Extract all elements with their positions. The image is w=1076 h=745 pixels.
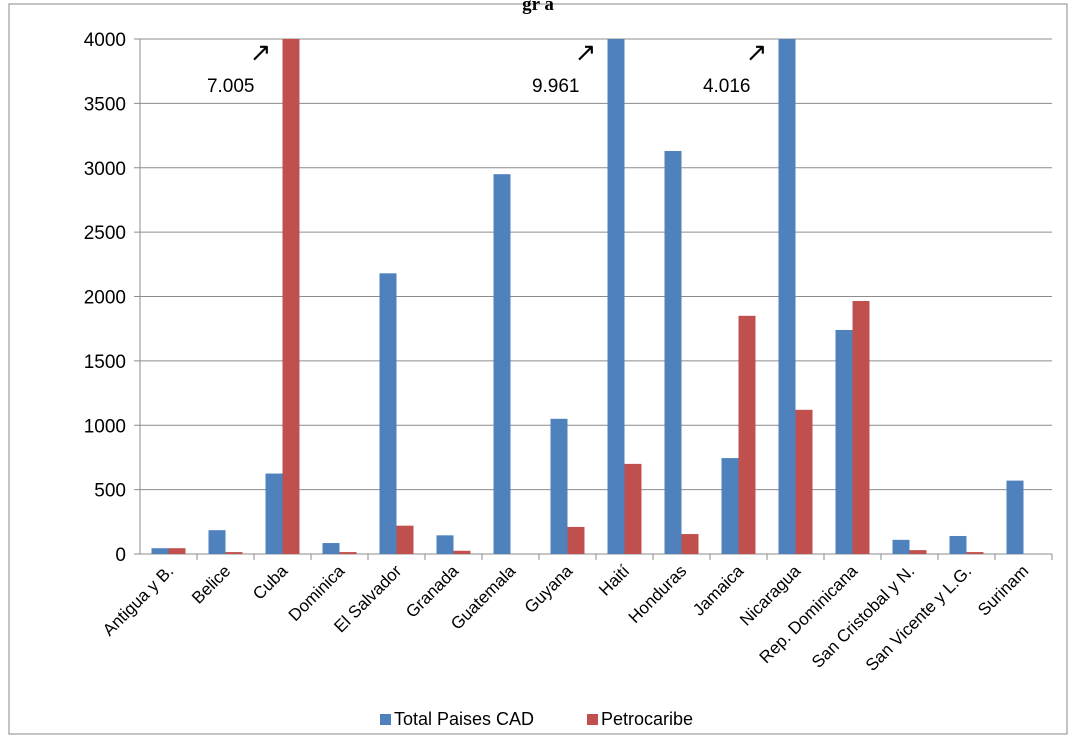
annotation-arrow: ↗ [250, 37, 272, 67]
y-tick-label: 1000 [84, 416, 126, 437]
x-tick-label: San Cristobal y N. [808, 561, 918, 671]
bar-total-paises-cad [493, 174, 511, 554]
bar-total-paises-cad [778, 39, 796, 554]
bar-total-paises-cad [1006, 480, 1024, 554]
x-tick-label: San Vicente y L.G. [862, 561, 975, 674]
legend-label: Total Paises CAD [394, 709, 534, 729]
legend-swatch [380, 714, 391, 725]
annotation-value: 4.016 [703, 76, 751, 97]
x-tick-label: Honduras [625, 561, 691, 627]
bar-total-paises-cad [550, 418, 568, 554]
x-tick-label: Jamaica [689, 561, 748, 620]
bar-petrocaribe [624, 463, 642, 554]
y-tick-label: 500 [94, 481, 126, 502]
legend-swatch [587, 714, 598, 725]
x-tick-label: Antigua y B. [99, 561, 177, 639]
x-tick-label: Haití [595, 561, 633, 599]
y-tick-label: 2500 [84, 223, 126, 244]
y-tick-labels: 0 500 1000 1500 2000 2500 3000 3500 4000 [84, 30, 126, 566]
y-tick-label: 3500 [84, 94, 126, 115]
y-tick-label: 2000 [84, 288, 126, 309]
x-tick-label: Rep. Dominicana [756, 561, 862, 667]
y-tick-label: 4000 [84, 30, 126, 51]
bar-total-paises-cad [664, 151, 682, 554]
bar-total-paises-cad [436, 535, 454, 554]
bar-petrocaribe [396, 525, 414, 554]
x-tick-label: Surinam [974, 561, 1032, 619]
annotation-value: 7.005 [207, 76, 255, 97]
bar-petrocaribe [852, 301, 870, 554]
annotation-arrow: ↗ [746, 37, 768, 67]
x-tick-label: Cuba [249, 561, 292, 604]
bar-total-paises-cad [721, 458, 739, 554]
bar-petrocaribe [339, 552, 357, 554]
bar-petrocaribe [738, 315, 756, 554]
bar-total-paises-cad [151, 548, 169, 554]
annotation-value: 9.961 [532, 76, 580, 97]
bar-total-paises-cad [208, 530, 226, 554]
chart-border [8, 3, 1068, 735]
y-tick-label: 0 [115, 545, 126, 566]
y-tick-label: 3000 [84, 159, 126, 180]
bar-total-paises-cad [949, 535, 967, 554]
bar-petrocaribe [453, 550, 471, 554]
bar-petrocaribe [966, 552, 984, 554]
bar-petrocaribe [282, 39, 300, 554]
bar-petrocaribe [168, 548, 186, 554]
y-tick-label: 1500 [84, 352, 126, 373]
bar-total-paises-cad [379, 273, 397, 554]
bar-petrocaribe [909, 550, 927, 554]
bar-total-paises-cad [835, 329, 853, 554]
chart-caption: gr a [522, 0, 554, 15]
legend: Total Paises CAD Petrocaribe [380, 709, 693, 729]
annotations: 7.005 ↗ 9.961 ↗ 4.016 ↗ [207, 37, 767, 97]
x-tick-label: Belice [188, 561, 234, 607]
bar-petrocaribe [681, 534, 699, 554]
bar-total-paises-cad [322, 543, 340, 554]
legend-label: Petrocaribe [601, 709, 693, 729]
bar-total-paises-cad [607, 39, 625, 554]
bar-petrocaribe [795, 409, 813, 554]
bar-petrocaribe [567, 526, 585, 554]
x-tick-label: Guyana [521, 561, 577, 617]
annotation-arrow: ↗ [575, 37, 597, 67]
bar-total-paises-cad [892, 539, 910, 554]
bar-petrocaribe [225, 552, 243, 554]
bars [151, 39, 1024, 554]
bar-total-paises-cad [265, 473, 283, 554]
